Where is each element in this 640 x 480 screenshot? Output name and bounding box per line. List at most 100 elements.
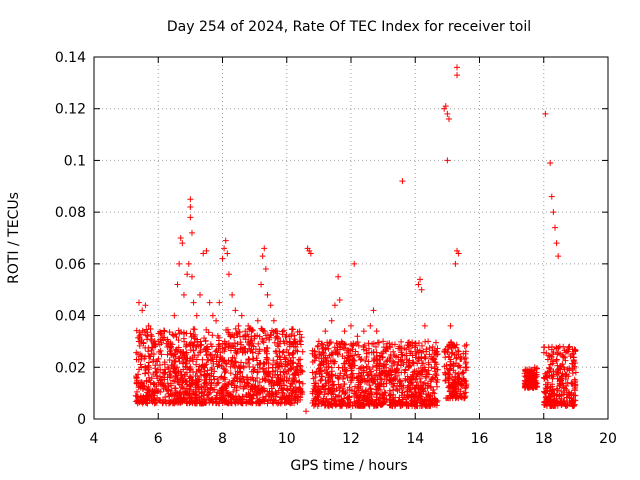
data-point	[170, 351, 177, 358]
data-point	[415, 340, 422, 347]
data-point	[212, 348, 219, 355]
data-point	[133, 374, 140, 381]
data-point	[227, 333, 234, 340]
y-tick-label: 0.08	[55, 205, 86, 221]
data-point	[259, 338, 266, 345]
x-tick-label: 10	[278, 431, 296, 447]
data-point	[204, 356, 211, 363]
data-point	[134, 400, 141, 407]
data-point	[193, 392, 200, 399]
data-point	[291, 332, 298, 339]
data-point	[221, 366, 228, 373]
data-point	[281, 363, 288, 370]
data-point	[386, 387, 393, 394]
data-point	[333, 340, 340, 347]
data-point	[172, 331, 179, 338]
data-point	[220, 365, 227, 372]
data-point	[133, 373, 140, 380]
data-point	[183, 359, 190, 366]
data-point	[291, 377, 298, 384]
data-point	[143, 332, 150, 339]
data-point	[201, 371, 208, 378]
data-point	[462, 360, 469, 367]
data-point	[274, 353, 281, 360]
data-point	[276, 382, 283, 389]
data-point	[172, 347, 179, 354]
data-point	[240, 344, 247, 351]
data-point	[322, 328, 329, 335]
data-point	[341, 328, 348, 335]
y-tick-label: 0.04	[55, 309, 86, 325]
data-point	[237, 383, 244, 390]
data-point	[418, 286, 425, 293]
data-point	[218, 374, 225, 381]
data-point	[152, 362, 159, 369]
data-point	[213, 317, 220, 324]
data-point	[232, 307, 239, 314]
data-point	[168, 387, 175, 394]
data-point	[201, 364, 208, 371]
data-point	[158, 331, 165, 338]
data-point	[279, 349, 286, 356]
data-point	[232, 400, 239, 407]
data-point	[250, 343, 257, 350]
data-point	[296, 328, 303, 335]
data-point	[227, 399, 234, 406]
data-point	[222, 237, 229, 244]
data-point	[279, 331, 286, 338]
data-point	[157, 347, 164, 354]
data-point	[289, 389, 296, 396]
data-point	[190, 326, 197, 333]
data-point	[444, 110, 451, 117]
data-point	[208, 364, 215, 371]
data-point	[289, 371, 296, 378]
data-point	[441, 349, 448, 356]
data-point	[295, 371, 302, 378]
data-point	[188, 374, 195, 381]
data-point	[143, 378, 150, 385]
data-point	[294, 348, 301, 355]
data-point	[298, 388, 305, 395]
data-point	[201, 380, 208, 387]
data-point	[417, 276, 424, 283]
data-point	[181, 338, 188, 345]
data-point	[141, 355, 148, 362]
data-point	[191, 352, 198, 359]
data-point	[219, 255, 226, 262]
data-point	[447, 322, 454, 329]
data-point	[227, 370, 234, 377]
data-point	[215, 361, 222, 368]
data-point	[277, 372, 284, 379]
data-point	[328, 317, 335, 324]
data-point	[139, 382, 146, 389]
data-point	[236, 376, 243, 383]
data-point	[190, 369, 197, 376]
data-point	[250, 355, 257, 362]
data-point	[373, 328, 380, 335]
data-point	[209, 312, 216, 319]
data-point	[190, 299, 197, 306]
data-point	[147, 326, 154, 333]
data-point	[238, 400, 245, 407]
data-point	[297, 356, 304, 363]
data-point	[176, 358, 183, 365]
data-point	[160, 327, 167, 334]
data-point	[186, 341, 193, 348]
data-point	[207, 385, 214, 392]
data-point	[264, 388, 271, 395]
data-point	[138, 379, 145, 386]
data-point	[243, 398, 250, 405]
data-point	[256, 348, 263, 355]
data-point	[351, 260, 358, 267]
data-point	[229, 291, 236, 298]
data-point	[253, 355, 260, 362]
data-point	[160, 369, 167, 376]
data-point	[220, 388, 227, 395]
data-point	[298, 367, 305, 374]
x-tick-label: 16	[471, 431, 489, 447]
data-point	[132, 392, 139, 399]
data-point	[156, 398, 163, 405]
data-point	[283, 371, 290, 377]
data-point	[172, 399, 179, 406]
data-point	[246, 363, 253, 370]
